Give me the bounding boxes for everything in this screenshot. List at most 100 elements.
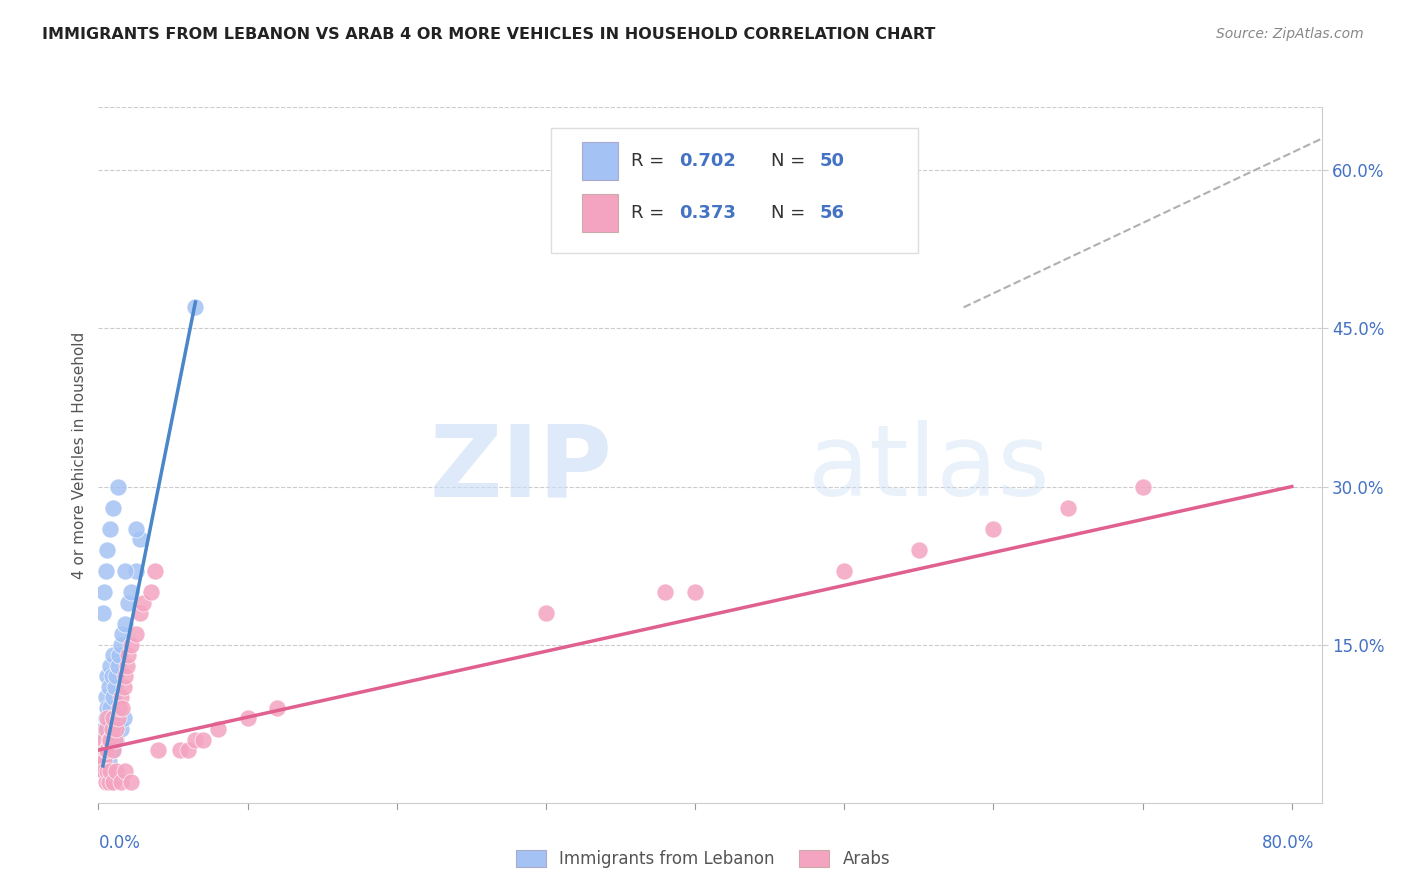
Point [105, 722, 128, 736]
Point [91, 732, 114, 747]
Text: R =: R = [630, 152, 669, 170]
Text: 0.373: 0.373 [679, 204, 737, 222]
Point [129, 533, 152, 547]
Point [101, 669, 124, 683]
Point [94, 690, 117, 705]
Point [111, 627, 134, 641]
Point [112, 680, 135, 694]
Point [125, 522, 148, 536]
Point [105, 732, 128, 747]
Point [96, 711, 118, 725]
Point [98, 522, 121, 536]
Point [98, 732, 121, 747]
Point [1057, 500, 1080, 515]
Point [90, 754, 112, 768]
FancyBboxPatch shape [551, 128, 918, 253]
Point [683, 585, 706, 599]
Text: Source: ZipAtlas.com: Source: ZipAtlas.com [1216, 27, 1364, 41]
Point [97, 711, 120, 725]
Point [94, 722, 117, 736]
Point [103, 648, 125, 663]
Point [98, 701, 121, 715]
Point [98, 743, 121, 757]
Point [103, 743, 125, 757]
Point [91, 743, 114, 757]
Point [101, 722, 124, 736]
Point [98, 658, 121, 673]
Point [110, 722, 132, 736]
Point [94, 711, 117, 725]
Point [184, 301, 207, 315]
Text: N =: N = [772, 204, 811, 222]
Point [91, 754, 114, 768]
Point [112, 711, 135, 725]
Text: 0.0%: 0.0% [98, 834, 141, 852]
Text: 56: 56 [820, 204, 845, 222]
Point [1132, 479, 1154, 493]
Point [125, 564, 148, 578]
Point [98, 764, 121, 779]
Point [97, 754, 120, 768]
Point [90, 743, 112, 757]
Text: N =: N = [772, 152, 811, 170]
Point [146, 743, 169, 757]
Point [91, 606, 114, 620]
Point [93, 743, 115, 757]
Point [983, 522, 1005, 536]
Point [120, 585, 142, 599]
Bar [582, 142, 619, 180]
Point [101, 711, 124, 725]
Point [132, 595, 155, 609]
Point [97, 680, 120, 694]
Point [103, 690, 125, 705]
Point [110, 690, 132, 705]
Point [103, 500, 125, 515]
Point [117, 595, 139, 609]
Point [103, 774, 125, 789]
Point [96, 701, 118, 715]
Point [94, 564, 117, 578]
Point [105, 764, 128, 779]
Legend: Immigrants from Lebanon, Arabs: Immigrants from Lebanon, Arabs [509, 843, 897, 875]
Point [108, 648, 131, 663]
Point [91, 743, 114, 757]
Point [114, 764, 136, 779]
Point [266, 701, 288, 715]
Point [832, 564, 855, 578]
Point [534, 606, 557, 620]
Point [111, 701, 134, 715]
Point [120, 774, 142, 789]
Point [114, 616, 136, 631]
Point [103, 743, 125, 757]
Point [908, 542, 931, 557]
Point [184, 732, 207, 747]
Point [97, 732, 120, 747]
Point [93, 764, 115, 779]
Point [114, 564, 136, 578]
Point [117, 648, 139, 663]
Point [120, 638, 142, 652]
Point [654, 585, 676, 599]
Point [191, 732, 214, 747]
Point [96, 764, 118, 779]
Text: 80.0%: 80.0% [1263, 834, 1315, 852]
Point [93, 585, 115, 599]
Point [93, 722, 115, 736]
Point [114, 669, 136, 683]
Point [94, 732, 117, 747]
Point [125, 627, 148, 641]
Point [177, 743, 200, 757]
Point [108, 701, 131, 715]
Point [107, 711, 129, 725]
Point [110, 638, 132, 652]
Point [115, 658, 138, 673]
Point [105, 669, 128, 683]
Point [129, 606, 152, 620]
Point [93, 754, 115, 768]
Point [93, 732, 115, 747]
Text: atlas: atlas [808, 420, 1049, 517]
Point [139, 585, 162, 599]
Point [236, 711, 259, 725]
Point [107, 658, 129, 673]
Point [103, 711, 125, 725]
